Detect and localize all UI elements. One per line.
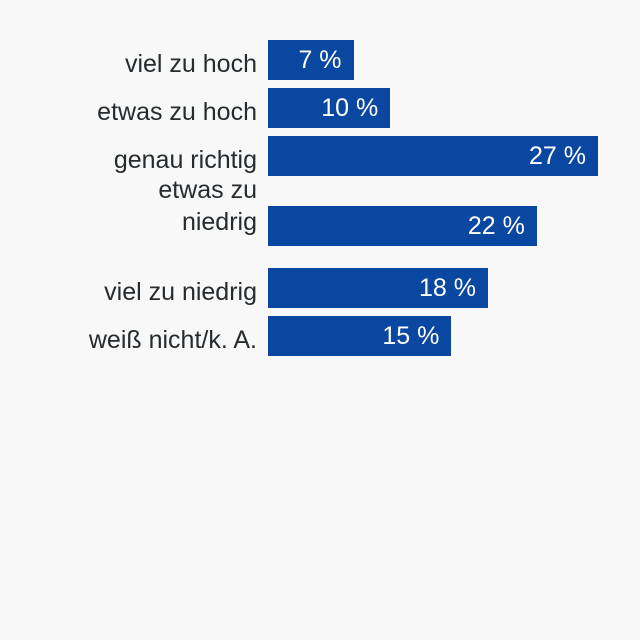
category-label-line: genau richtig [113,146,257,174]
category-label: viel zu hoch [7,48,257,80]
data-label: 27 % [529,142,586,170]
bar: 15 % [268,316,452,356]
category-label: viel zu niedrig [7,276,257,308]
bar: 10 % [268,88,391,128]
category-label-line: niedrig [181,208,257,236]
bar: 18 % [268,268,488,308]
category-label-line: etwas zu hoch [97,98,257,126]
category-label: etwas zu niedrig [7,174,257,238]
data-label: 10 % [321,94,379,122]
bar: 22 % [268,206,537,246]
data-label: 22 % [467,212,525,240]
bar: 7 % [268,40,354,80]
data-label: 18 % [419,274,476,302]
category-label-line: viel zu niedrig [104,278,257,306]
category-label: genau richtig [7,144,257,176]
data-label: 7 % [298,46,342,74]
data-label: 15 % [382,322,440,350]
category-label-line: etwas zu [158,176,257,204]
bar: 27 % [268,136,598,176]
category-label-line: viel zu hoch [124,50,257,78]
category-label-line: weiß nicht/k. A. [88,326,257,354]
category-label: etwas zu hoch [7,96,257,128]
category-label: weiß nicht/k. A. [7,324,257,356]
